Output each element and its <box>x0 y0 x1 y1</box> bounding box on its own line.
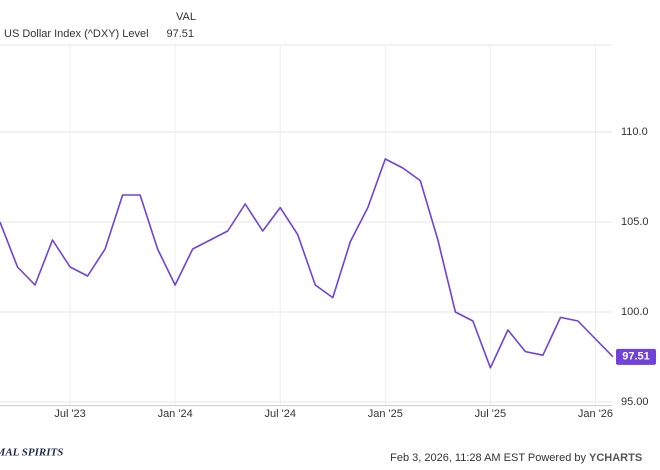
y-tick-label: 100.0 <box>621 306 649 318</box>
legend-label: US Dollar Index (^DXY) Level <box>4 28 149 40</box>
y-tick-label: 105.0 <box>621 216 649 228</box>
x-tick-label: Jul '25 <box>475 408 506 420</box>
y-tick-label: 110.0 <box>621 126 648 138</box>
data-line <box>0 158 614 369</box>
footer: Feb 3, 2026, 11:28 AM EST Powered by <box>390 452 586 464</box>
x-tick-label: Jan '26 <box>578 408 613 420</box>
x-tick-label: Jul '23 <box>54 408 85 420</box>
x-tick-label: Jan '25 <box>368 408 403 420</box>
current-value: 97.51 <box>166 28 194 40</box>
logo: ANIMAL SPIRITS <box>0 447 63 459</box>
x-tick-label: Jul '24 <box>265 408 296 420</box>
y-tick-label: 95.00 <box>621 396 649 408</box>
value-header: VAL <box>176 11 196 23</box>
brand: YCHARTS <box>589 452 642 464</box>
value-badge <box>616 348 656 365</box>
x-tick-label: Jan '24 <box>158 408 193 420</box>
value-badge-label: 97.51 <box>622 351 650 363</box>
